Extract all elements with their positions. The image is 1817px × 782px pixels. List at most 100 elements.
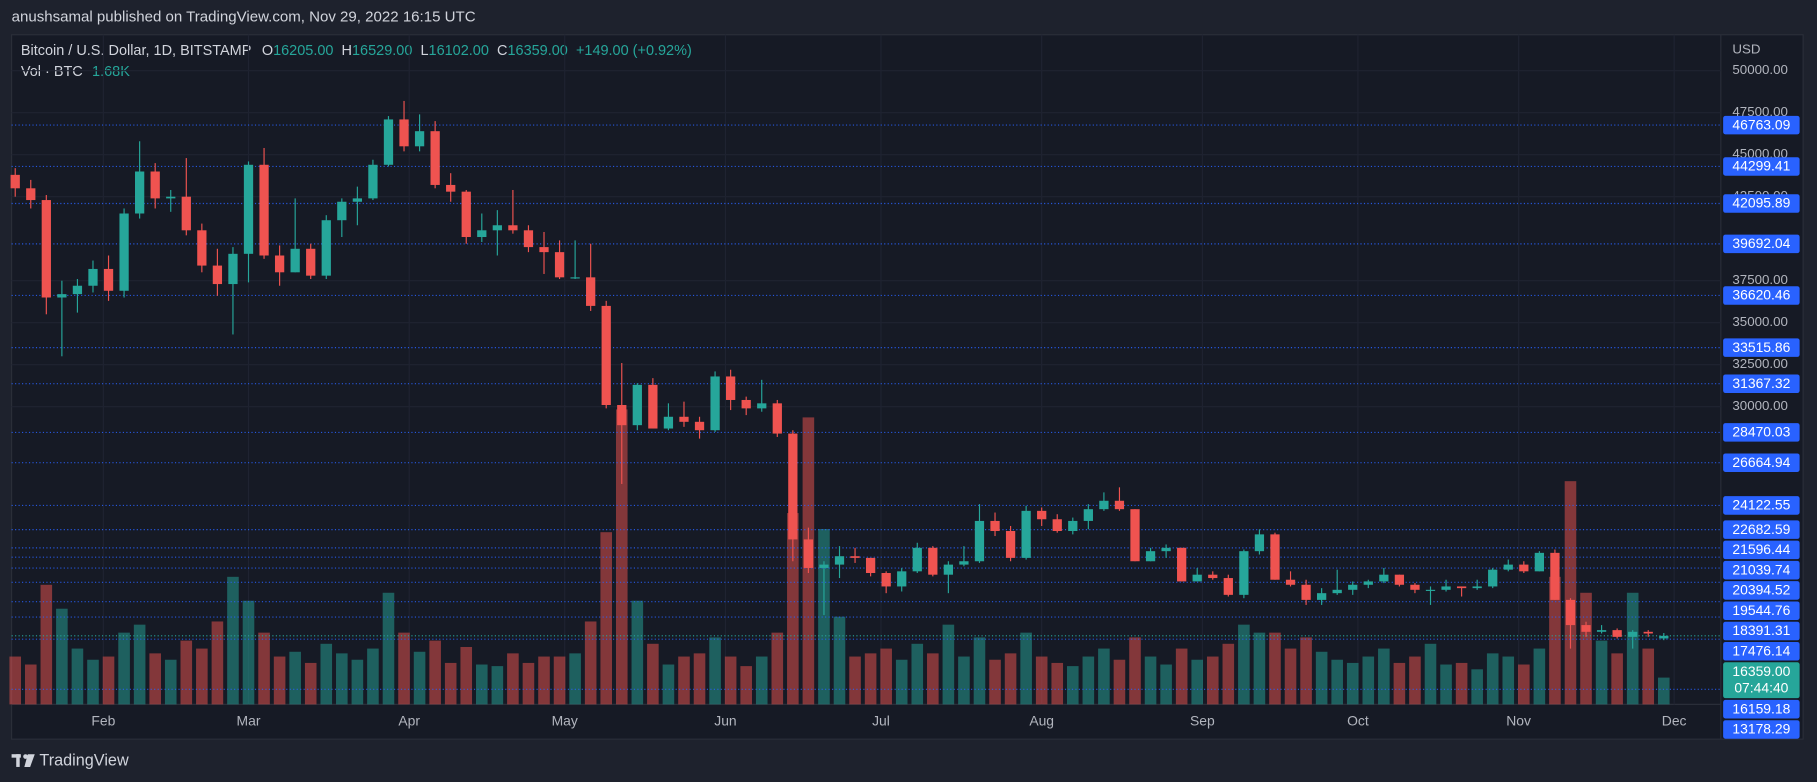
candle-body — [741, 399, 751, 409]
volume-bar — [1502, 656, 1515, 705]
candle-body — [601, 305, 611, 406]
volume-bar — [507, 653, 519, 705]
volume-bar — [771, 632, 784, 705]
x-tick-label: Mar — [237, 712, 261, 728]
volume-bar — [1175, 648, 1188, 705]
volume-bar — [491, 666, 504, 705]
volume-bar — [133, 624, 146, 705]
volume-bar — [958, 656, 970, 705]
level-label: 20394.52 — [1732, 582, 1790, 598]
candle-body — [492, 225, 502, 231]
volume-bar — [71, 648, 84, 705]
candle-body — [446, 184, 456, 192]
volume-bar — [1284, 648, 1297, 705]
candle-body — [788, 433, 798, 540]
candle-body — [430, 131, 440, 185]
volume-bar — [102, 656, 115, 705]
volume-bar — [584, 621, 597, 705]
volume-bar — [880, 648, 892, 705]
candle-body — [679, 416, 689, 422]
candle-body — [1130, 509, 1140, 562]
volume-bar — [927, 653, 939, 705]
volume-bar — [476, 664, 488, 705]
candle-body — [1456, 586, 1467, 589]
candle-body — [57, 294, 67, 298]
level-label: 24122.55 — [1732, 497, 1790, 513]
y-tick-label: 32500.00 — [1732, 356, 1788, 371]
volume-bar — [1206, 656, 1219, 705]
legend-change: +149.00 (+0.92%) — [576, 43, 692, 59]
candle-body — [1332, 589, 1342, 594]
volume-bar — [569, 653, 581, 705]
volume-bar — [336, 653, 348, 705]
level-badge — [1723, 286, 1800, 305]
candle-body — [274, 255, 285, 273]
candle-body — [150, 171, 160, 199]
candle-body — [757, 403, 767, 409]
candle-body — [383, 119, 394, 165]
volume-bar — [1253, 632, 1266, 705]
legend-value: 16529.00 — [352, 43, 412, 59]
volume-bar — [989, 659, 1001, 705]
volume-bar — [56, 608, 68, 705]
volume-bar — [833, 616, 846, 705]
candle-body — [912, 547, 922, 572]
volume-bar — [1533, 648, 1546, 705]
candle-body — [897, 571, 907, 587]
volume-bar — [553, 656, 566, 705]
volume-bar — [180, 640, 193, 705]
legend-value: 16102.00 — [429, 43, 489, 59]
volume-bar — [1300, 637, 1312, 705]
candle-body — [1005, 531, 1016, 558]
y-tick-label: 30000.00 — [1732, 398, 1788, 413]
candle-body — [1612, 630, 1622, 637]
y-tick-label: 35000.00 — [1732, 314, 1788, 329]
candle-body — [399, 119, 409, 147]
level-label: 42095.89 — [1732, 195, 1790, 211]
currency-label: USD — [1732, 41, 1760, 56]
candle-body — [1503, 564, 1513, 570]
candle-body — [834, 556, 845, 565]
volume-bar — [258, 632, 270, 705]
level-label: 33515.86 — [1732, 339, 1790, 355]
candle-body — [570, 277, 580, 279]
candle-body — [1596, 630, 1607, 632]
volume-last: 1.68K — [92, 64, 130, 80]
volume-bar — [367, 648, 379, 705]
legend-key: C — [497, 43, 507, 59]
candle-body — [1410, 584, 1420, 590]
volume-bar — [1455, 662, 1468, 705]
volume-bar — [818, 529, 830, 705]
x-tick-label: Aug — [1029, 712, 1054, 728]
candle-body — [72, 285, 83, 295]
candle-body — [1628, 631, 1638, 637]
volume-bar — [398, 632, 410, 705]
volume-bar — [40, 584, 53, 705]
legend-value: 16359.00 — [507, 43, 567, 59]
y-tick-label: 37500.00 — [1732, 272, 1788, 287]
volume-bar — [1595, 640, 1608, 705]
legend-value: 16205.00 — [273, 43, 333, 59]
volume-bar — [1424, 643, 1437, 705]
candle-body — [1208, 574, 1218, 579]
volume-bar — [522, 662, 535, 705]
level-label: 22682.59 — [1732, 521, 1790, 537]
x-tick-label: Dec — [1662, 712, 1687, 728]
candle-body — [1270, 534, 1280, 580]
volume-bar — [1642, 648, 1655, 705]
volume-bar — [709, 637, 721, 705]
volume-bar — [662, 664, 675, 705]
volume-bar — [1315, 651, 1328, 705]
level-badge — [1723, 560, 1800, 580]
footer-logo — [11, 754, 35, 767]
logo-part — [24, 754, 35, 767]
candle-body — [1052, 519, 1062, 532]
volume-bar — [911, 643, 924, 705]
candle-body — [1472, 586, 1482, 589]
volume-bar — [538, 656, 550, 705]
volume-bar — [678, 656, 690, 705]
logo-part — [16, 754, 20, 767]
volume-bar — [787, 513, 799, 705]
volume-bar — [1409, 656, 1421, 705]
candle-body — [103, 268, 114, 291]
